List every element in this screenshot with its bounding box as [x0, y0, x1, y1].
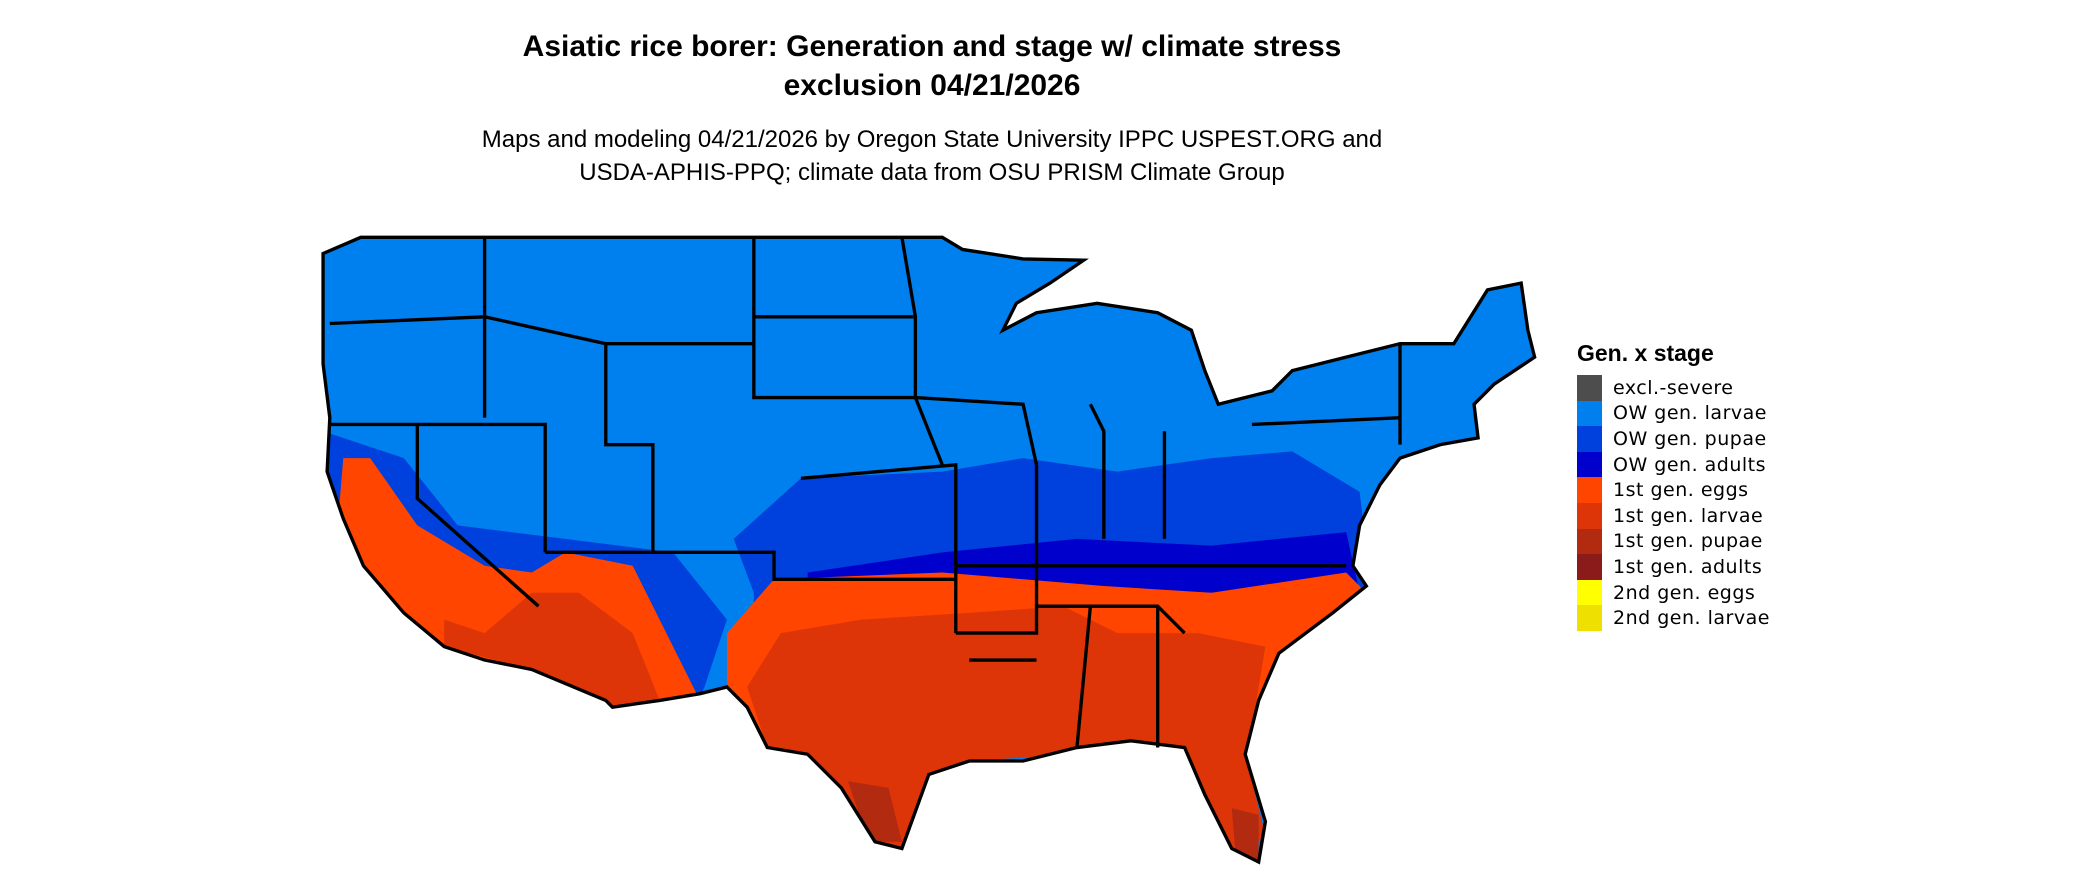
legend-label: OW gen. larvae	[1613, 402, 1767, 425]
legend-label: 1st gen. adults	[1613, 555, 1763, 578]
map-title-line1: Asiatic rice borer: Generation and stage…	[522, 30, 1342, 63]
region-1st-larvae	[747, 606, 1266, 862]
region-southwest-larvae	[444, 592, 660, 708]
legend-swatch	[1577, 605, 1602, 631]
legend-swatch	[1577, 579, 1602, 606]
legend-item: OW gen. adults	[1577, 451, 1770, 478]
legend-swatch	[1577, 528, 1602, 555]
region-florida-pupae	[1231, 808, 1259, 862]
legend-swatch	[1577, 375, 1602, 401]
legend-label: OW gen. adults	[1613, 453, 1767, 476]
legend-item: 2nd gen. larvae	[1577, 605, 1770, 631]
legend-label: 1st gen. eggs	[1613, 479, 1749, 502]
legend-swatch	[1577, 477, 1602, 503]
map-title-line2: exclusion 04/21/2026	[783, 69, 1081, 102]
legend-swatch	[1577, 554, 1602, 580]
map-subtitle-line2: USDA-APHIS-PPQ; climate data from OSU PR…	[579, 159, 1285, 186]
legend-swatch	[1577, 451, 1602, 478]
legend-label: 2nd gen. larvae	[1613, 607, 1770, 630]
legend-item: 1st gen. larvae	[1577, 502, 1770, 529]
region-1st-pupae	[848, 781, 902, 842]
legend-item: OW gen. pupae	[1577, 426, 1770, 452]
legend-swatch	[1577, 400, 1602, 427]
legend-swatch	[1577, 426, 1602, 452]
legend-item: 2nd gen. eggs	[1577, 579, 1770, 606]
legend-label: OW gen. pupae	[1613, 427, 1767, 450]
legend-item: excl.-severe	[1577, 375, 1770, 401]
legend-item: 1st gen. eggs	[1577, 477, 1770, 503]
map-subtitle-line1: Maps and modeling 04/21/2026 by Oregon S…	[481, 126, 1383, 153]
legend-label: 1st gen. larvae	[1613, 504, 1764, 527]
legend-label: 2nd gen. eggs	[1613, 581, 1756, 604]
legend-item: 1st gen. adults	[1577, 554, 1770, 580]
legend-label: excl.-severe	[1613, 376, 1734, 399]
legend-swatch	[1577, 502, 1602, 529]
legend-label: 1st gen. pupae	[1613, 530, 1763, 553]
legend-item: OW gen. larvae	[1577, 400, 1770, 427]
legend: Gen. x stage excl.-severe OW gen. larvae O…	[1577, 340, 1770, 631]
state-borders	[321, 235, 1537, 864]
legend-title: Gen. x stage	[1577, 340, 1714, 366]
legend-item: 1st gen. pupae	[1577, 528, 1770, 555]
